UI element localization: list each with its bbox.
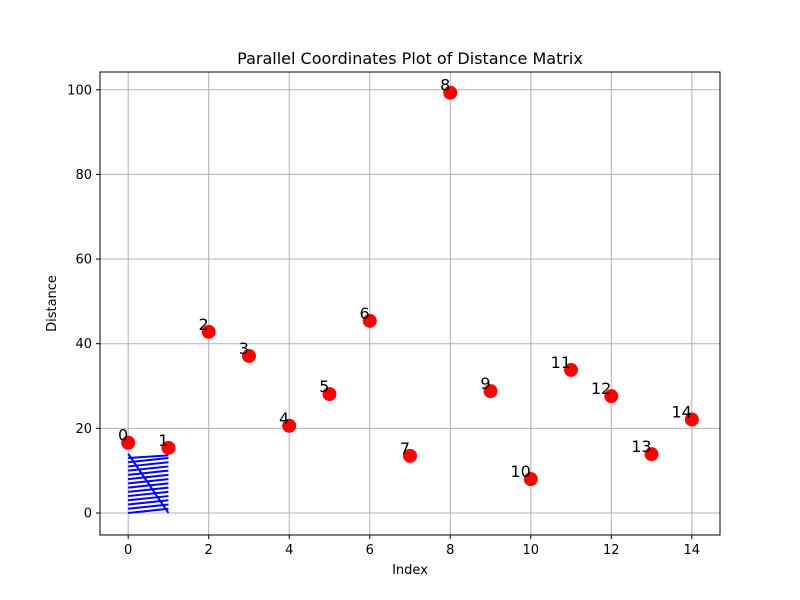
point-label: 8 [440, 76, 450, 95]
point-label: 14 [671, 402, 691, 421]
line-segment [128, 495, 169, 502]
line-segment [128, 456, 169, 464]
plot-area-frame [99, 71, 721, 536]
data-point [523, 472, 538, 487]
x-tick-label: 12 [603, 543, 620, 558]
chart-title: Parallel Coordinates Plot of Distance Ma… [237, 49, 583, 68]
data-point [564, 362, 579, 377]
y-axis-ticks: 0 20 40 60 80 100 [67, 83, 100, 521]
data-point [282, 418, 297, 433]
point-label: 9 [480, 374, 490, 393]
line-segment [128, 461, 169, 468]
data-point [684, 412, 699, 427]
data-point [201, 324, 216, 339]
x-axis-label: Index [392, 563, 428, 578]
data-point [644, 447, 659, 462]
x-tick-label: 8 [446, 543, 454, 558]
data-point [362, 313, 377, 328]
line-segment [128, 454, 169, 459]
point-label: 2 [199, 315, 209, 334]
y-tick-label: 0 [84, 506, 92, 521]
grid-lines [100, 72, 720, 535]
point-label: 0 [118, 426, 128, 445]
x-tick-label: 4 [285, 543, 293, 558]
line-segment [128, 499, 169, 506]
data-point [161, 440, 176, 455]
x-tick-label: 10 [523, 543, 540, 558]
line-segment [128, 503, 169, 510]
x-tick-label: 0 [124, 543, 132, 558]
point-label: 3 [239, 339, 249, 358]
data-point [322, 387, 337, 402]
line-segment [128, 478, 169, 485]
point-label: 4 [279, 409, 289, 428]
line-segment [128, 507, 169, 514]
x-tick-label: 14 [684, 543, 701, 558]
y-tick-label: 60 [75, 253, 92, 268]
x-tick-label: 6 [366, 543, 374, 558]
data-point [483, 384, 498, 399]
y-tick-label: 40 [75, 337, 92, 352]
data-point [443, 85, 458, 100]
point-label: 7 [400, 439, 410, 458]
x-axis-ticks: 0 2 4 6 8 10 12 14 [124, 535, 700, 558]
point-label: 1 [158, 431, 168, 450]
line-segment [128, 490, 169, 498]
point-label: 13 [631, 437, 651, 456]
line-segment [128, 482, 169, 489]
point-label: 6 [360, 304, 370, 323]
data-point [403, 448, 417, 463]
point-label: 10 [510, 462, 530, 481]
y-tick-label: 20 [75, 422, 92, 437]
y-tick-label: 80 [75, 168, 92, 183]
line-segment [128, 473, 169, 481]
line-segment [127, 453, 170, 514]
line-segments [127, 453, 170, 514]
point-label: 11 [551, 353, 571, 372]
point-label: 12 [591, 379, 611, 398]
x-tick-label: 2 [205, 543, 213, 558]
data-point [241, 348, 256, 363]
data-point [604, 389, 619, 404]
line-segment [128, 465, 169, 472]
y-axis-label: Distance [45, 275, 60, 332]
data-points [121, 85, 699, 487]
line-segment [128, 486, 169, 493]
line-segment [128, 469, 169, 476]
point-label: 5 [319, 377, 329, 396]
data-point [121, 435, 136, 450]
y-tick-label: 100 [67, 83, 92, 98]
